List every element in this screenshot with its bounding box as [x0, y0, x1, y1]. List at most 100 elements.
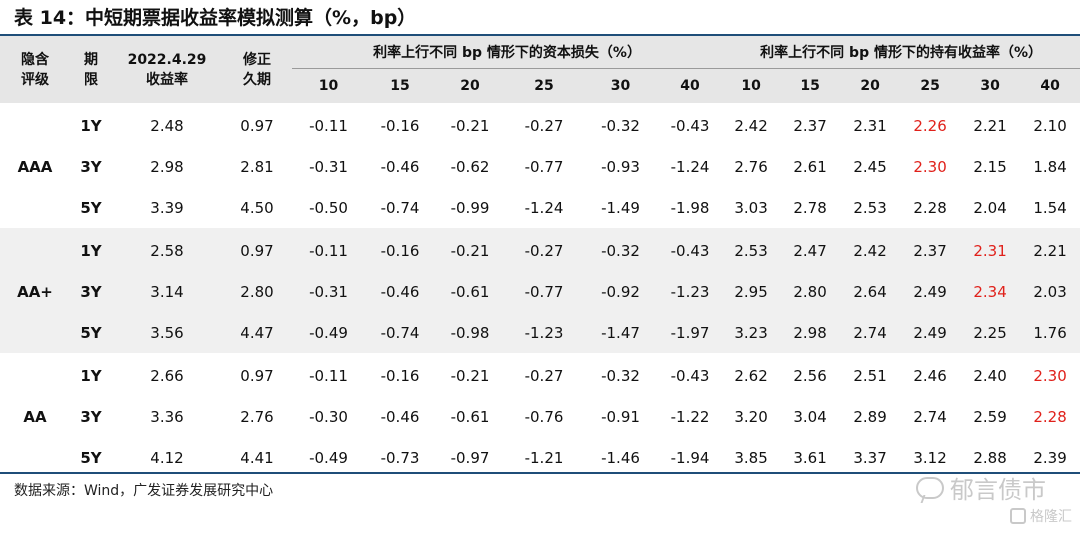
capital-loss-cell: -0.77 — [505, 271, 583, 312]
capital-loss-cell: -0.43 — [658, 103, 723, 146]
header-hold-bp-20: 20 — [840, 68, 901, 103]
term-cell: 3Y — [70, 396, 112, 437]
capital-loss-cell: -0.21 — [435, 103, 505, 146]
table-row: AA+ 1Y 2.58 0.97 -0.11 -0.16 -0.21 -0.27 -0.32 -0… — [0, 228, 1080, 353]
holding-yield-cell: 2.21 — [960, 103, 1021, 146]
term-cell: 5Y — [70, 187, 112, 228]
capital-loss-cell: -0.46 — [365, 146, 435, 187]
term-cell: 5Y — [70, 437, 112, 478]
capital-loss-cell: -1.23 — [658, 271, 723, 312]
holding-yield-cell: 2.51 — [840, 353, 901, 396]
duration-cell: 4.47 — [222, 312, 292, 353]
holding-yield-cell: 2.37 — [900, 228, 961, 271]
holding-yield-cell: 3.04 — [780, 396, 841, 437]
capital-loss-cell: -0.77 — [505, 146, 583, 187]
table-row: 3Y 3.14 2.80 -0.31 -0.46 -0.61 -0.77 -0.92 -1.23… — [0, 271, 1080, 312]
holding-yield-cell: 3.23 — [722, 312, 781, 353]
capital-loss-cell: -0.99 — [435, 187, 505, 228]
holding-yield-cell: 3.61 — [780, 437, 841, 478]
term-cell: 1Y — [70, 103, 112, 146]
wechat-icon — [916, 476, 944, 499]
yield-cell: 3.56 — [112, 312, 222, 353]
holding-yield-cell: 2.61 — [780, 146, 841, 187]
table-row: 5Y 3.39 4.50 -0.50 -0.74 -0.99 -1.24 -1.49 -1.98… — [0, 187, 1080, 228]
holding-yield-cell: 2.95 — [722, 271, 781, 312]
capital-loss-cell: -1.21 — [505, 437, 583, 478]
holding-yield-cell: 3.03 — [722, 187, 781, 228]
holding-yield-cell: 3.20 — [722, 396, 781, 437]
capital-loss-cell: -0.91 — [583, 396, 658, 437]
capital-loss-cell: -0.49 — [292, 437, 365, 478]
capital-loss-cell: -1.97 — [658, 312, 723, 353]
holding-yield-cell: 2.64 — [840, 271, 901, 312]
capital-loss-cell: -0.97 — [435, 437, 505, 478]
duration-cell: 2.81 — [222, 146, 292, 187]
capital-loss-cell: -1.22 — [658, 396, 723, 437]
holding-yield-cell: 2.78 — [780, 187, 841, 228]
holding-yield-cell-highlight: 2.34 — [960, 271, 1021, 312]
holding-yield-cell: 2.15 — [960, 146, 1021, 187]
holding-yield-cell: 2.49 — [900, 312, 961, 353]
duration-cell: 0.97 — [222, 103, 292, 146]
capital-loss-cell: -0.49 — [292, 312, 365, 353]
table-row: 3Y 2.98 2.81 -0.31 -0.46 -0.62 -0.77 -0.93 -1.24… — [0, 146, 1080, 187]
holding-yield-cell: 2.74 — [900, 396, 961, 437]
holding-yield-cell: 2.40 — [960, 353, 1021, 396]
capital-loss-cell: -0.31 — [292, 271, 365, 312]
header-hold-bp-10: 10 — [722, 68, 781, 103]
duration-cell: 2.76 — [222, 396, 292, 437]
term-cell: 1Y — [70, 353, 112, 396]
capital-loss-cell: -0.61 — [435, 271, 505, 312]
holding-yield-cell: 2.80 — [780, 271, 841, 312]
yield-cell: 3.36 — [112, 396, 222, 437]
capital-loss-cell: -0.43 — [658, 228, 723, 271]
yield-cell: 2.98 — [112, 146, 222, 187]
capital-loss-cell: -1.46 — [583, 437, 658, 478]
yield-cell: 3.14 — [112, 271, 222, 312]
holding-yield-cell: 1.76 — [1020, 312, 1080, 353]
capital-loss-cell: -0.11 — [292, 228, 365, 271]
holding-yield-cell-highlight: 2.30 — [900, 146, 961, 187]
yield-cell: 2.66 — [112, 353, 222, 396]
holding-yield-cell-highlight: 2.30 — [1020, 353, 1080, 396]
holding-yield-cell: 2.89 — [840, 396, 901, 437]
title-divider — [0, 34, 1080, 36]
yield-simulation-table: 隐含 评级 期限 2022.4.29 收益率 修正 久期 利率上行不同 bp 情形下的… — [0, 36, 1080, 478]
holding-yield-cell: 1.54 — [1020, 187, 1080, 228]
capital-loss-cell: -0.16 — [365, 103, 435, 146]
header-loss-bp-10: 10 — [292, 68, 365, 103]
capital-loss-cell: -1.49 — [583, 187, 658, 228]
brand-logo-icon — [1010, 508, 1026, 524]
holding-yield-cell: 2.10 — [1020, 103, 1080, 146]
holding-yield-cell: 2.04 — [960, 187, 1021, 228]
holding-yield-cell: 2.62 — [722, 353, 781, 396]
holding-yield-cell: 2.42 — [722, 103, 781, 146]
capital-loss-cell: -0.32 — [583, 228, 658, 271]
capital-loss-cell: -0.46 — [365, 271, 435, 312]
holding-yield-cell: 2.31 — [840, 103, 901, 146]
header-loss-bp-30: 30 — [583, 68, 658, 103]
table-row: 3Y 3.36 2.76 -0.30 -0.46 -0.61 -0.76 -0.91 -1.22… — [0, 396, 1080, 437]
header-loss-bp-25: 25 — [505, 68, 583, 103]
capital-loss-cell: -0.32 — [583, 353, 658, 396]
brand-mark: 格隆汇 — [1010, 506, 1072, 526]
capital-loss-cell: -0.76 — [505, 396, 583, 437]
duration-cell: 2.80 — [222, 271, 292, 312]
table-row: 5Y 4.12 4.41 -0.49 -0.73 -0.97 -1.21 -1.46 -1.94… — [0, 437, 1080, 478]
duration-cell: 4.50 — [222, 187, 292, 228]
holding-yield-cell: 2.03 — [1020, 271, 1080, 312]
holding-yield-cell-highlight: 2.26 — [900, 103, 961, 146]
header-hold-bp-25: 25 — [900, 68, 961, 103]
holding-yield-cell: 1.84 — [1020, 146, 1080, 187]
header-hold-bp-30: 30 — [960, 68, 1021, 103]
capital-loss-cell: -0.11 — [292, 103, 365, 146]
capital-loss-cell: -0.61 — [435, 396, 505, 437]
holding-yield-cell: 3.37 — [840, 437, 901, 478]
watermark: 郁言债市 — [916, 470, 1046, 505]
rating-cell: AA+ — [0, 228, 70, 353]
capital-loss-cell: -1.47 — [583, 312, 658, 353]
holding-yield-cell: 2.39 — [1020, 437, 1080, 478]
holding-yield-cell-highlight: 2.28 — [1020, 396, 1080, 437]
capital-loss-cell: -0.74 — [365, 187, 435, 228]
yield-cell: 2.48 — [112, 103, 222, 146]
